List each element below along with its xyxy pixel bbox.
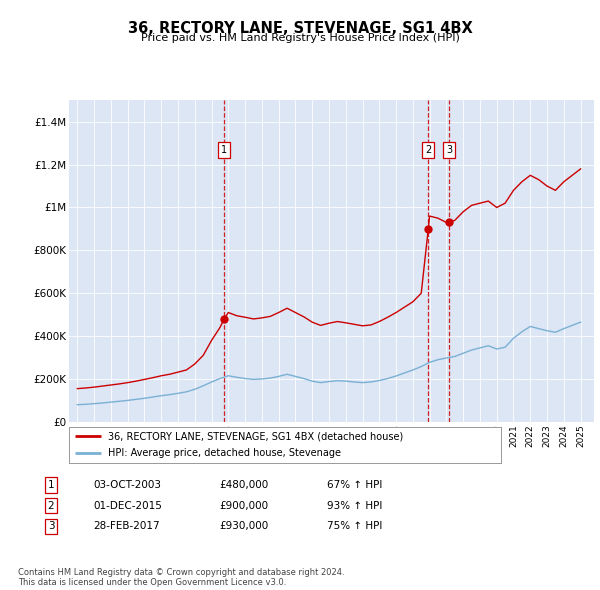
Text: 67% ↑ HPI: 67% ↑ HPI — [327, 480, 382, 490]
Text: Price paid vs. HM Land Registry's House Price Index (HPI): Price paid vs. HM Land Registry's House … — [140, 33, 460, 43]
Text: Contains HM Land Registry data © Crown copyright and database right 2024.
This d: Contains HM Land Registry data © Crown c… — [18, 568, 344, 587]
Text: 93% ↑ HPI: 93% ↑ HPI — [327, 501, 382, 510]
Text: 01-DEC-2015: 01-DEC-2015 — [93, 501, 162, 510]
Text: 3: 3 — [47, 522, 55, 531]
Text: 3: 3 — [446, 145, 452, 155]
Text: £930,000: £930,000 — [219, 522, 268, 531]
Text: 28-FEB-2017: 28-FEB-2017 — [93, 522, 160, 531]
Text: £900,000: £900,000 — [219, 501, 268, 510]
Text: 75% ↑ HPI: 75% ↑ HPI — [327, 522, 382, 531]
Text: 36, RECTORY LANE, STEVENAGE, SG1 4BX: 36, RECTORY LANE, STEVENAGE, SG1 4BX — [128, 21, 472, 35]
Text: 2: 2 — [425, 145, 431, 155]
Text: 2: 2 — [47, 501, 55, 510]
Text: HPI: Average price, detached house, Stevenage: HPI: Average price, detached house, Stev… — [108, 448, 341, 458]
Text: 03-OCT-2003: 03-OCT-2003 — [93, 480, 161, 490]
Text: 1: 1 — [47, 480, 55, 490]
Text: 1: 1 — [221, 145, 227, 155]
Text: £480,000: £480,000 — [219, 480, 268, 490]
Text: 36, RECTORY LANE, STEVENAGE, SG1 4BX (detached house): 36, RECTORY LANE, STEVENAGE, SG1 4BX (de… — [108, 431, 403, 441]
